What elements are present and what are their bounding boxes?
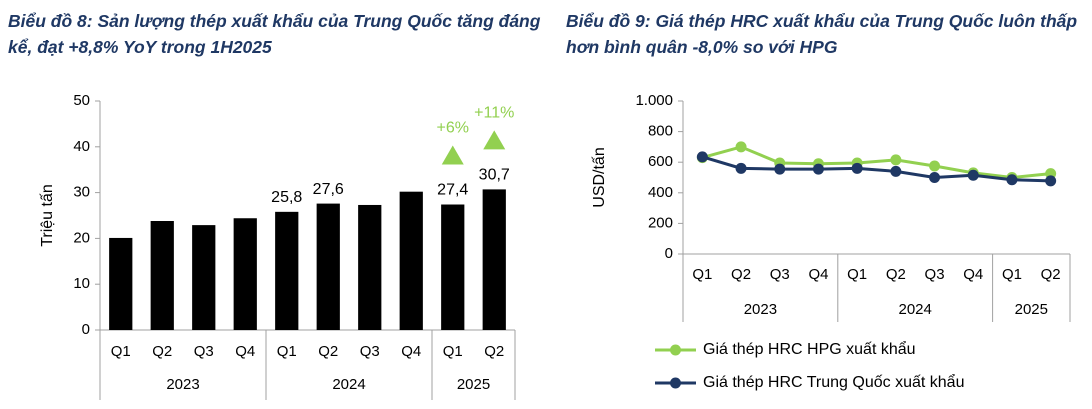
point [812, 163, 824, 175]
x-tick-label: Q2 [886, 266, 906, 283]
bar [441, 204, 465, 330]
y-tick-label: 400 [648, 184, 673, 201]
bar [482, 189, 506, 330]
group-label: 2023 [744, 301, 777, 318]
legend-marker [670, 377, 681, 389]
y-tick-label: 0 [665, 245, 673, 262]
y-tick-label: 1.000 [635, 92, 673, 109]
data-label: 25,8 [271, 189, 302, 206]
group-label: 2024 [899, 301, 932, 318]
bar [109, 237, 133, 330]
x-tick-label: Q2 [484, 343, 504, 360]
annotation: +11% [474, 105, 514, 122]
point [851, 162, 863, 174]
y-tick-label: 40 [73, 138, 90, 155]
bar [358, 204, 382, 330]
bar [150, 220, 174, 330]
growth-arrow [441, 145, 464, 165]
annotation: +6% [437, 120, 469, 137]
x-tick-label: Q4 [963, 266, 983, 283]
x-tick-label: Q2 [152, 343, 172, 360]
x-tick-label: Q2 [731, 266, 751, 283]
bar [316, 203, 340, 330]
bar [275, 211, 299, 330]
y-tick-label: 200 [648, 214, 673, 231]
line [701, 155, 1051, 183]
x-tick-label: Q4 [401, 343, 421, 360]
x-tick-label: Q4 [808, 266, 828, 283]
legend-label: Giá thép HRC HPG xuất khẩu [703, 340, 916, 358]
x-tick-label: Q2 [318, 343, 338, 360]
bar [399, 191, 423, 330]
point [929, 160, 941, 172]
y-tick-label: 50 [73, 92, 90, 109]
y-axis-label: USD/tấn [591, 147, 608, 207]
data-label: 30,7 [479, 167, 510, 184]
y-tick-label: 30 [73, 184, 90, 201]
y-tick-label: 0 [82, 321, 90, 338]
chart-title: Biểu đồ 9: Giá thép HRC xuất khẩu của Tr… [566, 11, 1078, 57]
x-tick-label: Q1 [443, 343, 463, 360]
y-tick-label: 20 [73, 229, 90, 246]
group-label: 2025 [457, 376, 490, 393]
point [774, 163, 786, 175]
x-tick-label: Q4 [235, 343, 255, 360]
x-tick-label: Q1 [692, 266, 712, 283]
legend-marker [670, 344, 681, 356]
chart-title: Biểu đồ 8: Sản lượng thép xuất khẩu của … [8, 11, 541, 57]
legend-label: Giá thép HRC Trung Quốc xuất khẩu [703, 373, 964, 391]
x-tick-label: Q3 [770, 266, 790, 283]
bar [192, 225, 216, 330]
point [967, 169, 979, 181]
point [735, 162, 747, 174]
y-tick-label: 10 [73, 275, 90, 292]
data-label: 27,6 [313, 181, 344, 198]
x-tick-label: Q1 [1002, 266, 1022, 283]
x-tick-label: Q3 [360, 343, 380, 360]
data-label: 27,4 [437, 182, 468, 199]
y-tick-label: 600 [648, 153, 673, 170]
group-label: 2025 [1015, 301, 1048, 318]
point [1006, 174, 1018, 186]
point [890, 165, 902, 177]
point [1045, 175, 1057, 187]
bar [233, 218, 257, 330]
growth-arrow [483, 130, 506, 150]
line [701, 145, 1051, 180]
x-tick-label: Q3 [925, 266, 945, 283]
x-tick-label: Q2 [1041, 266, 1061, 283]
group-label: 2023 [166, 376, 199, 393]
y-axis-label: Triệu tấn [39, 184, 56, 247]
y-tick-label: 800 [648, 123, 673, 140]
x-tick-label: Q3 [194, 343, 214, 360]
point [696, 151, 708, 163]
point [735, 141, 747, 153]
x-tick-label: Q1 [277, 343, 297, 360]
x-tick-label: Q1 [111, 343, 131, 360]
group-label: 2024 [332, 376, 365, 393]
x-tick-label: Q1 [847, 266, 867, 283]
point [890, 154, 902, 166]
point [929, 172, 941, 183]
